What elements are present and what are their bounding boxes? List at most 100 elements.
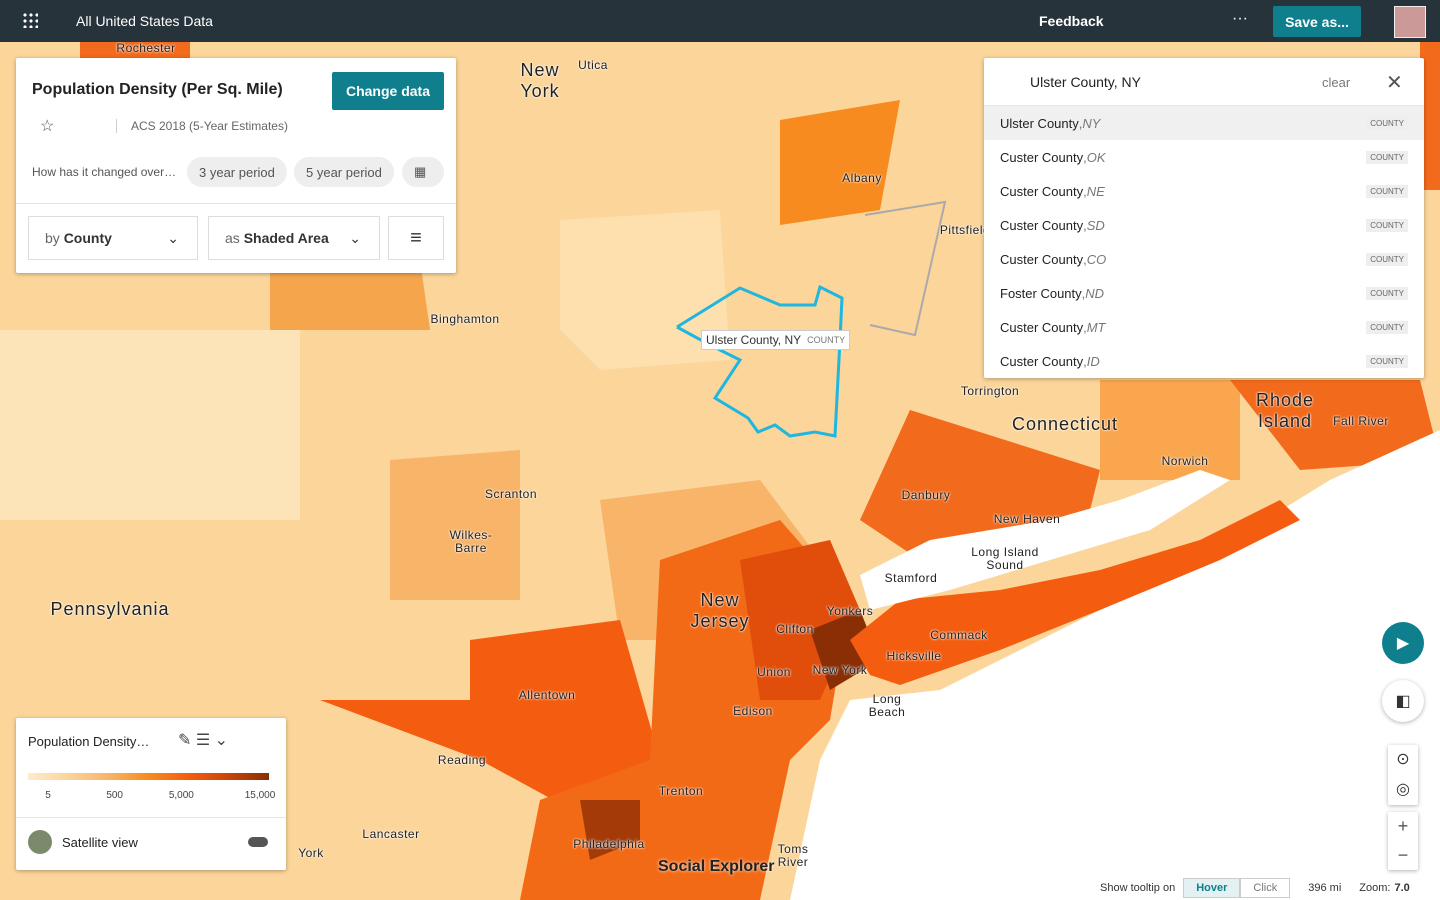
result-type: COUNTY — [1366, 218, 1408, 232]
search-result[interactable]: Ulster County, NY COUNTY — [984, 106, 1424, 140]
search-result[interactable]: Custer County, SD COUNTY — [984, 208, 1424, 242]
map-label: New Jersey — [690, 590, 750, 631]
result-name: Custer County — [1000, 319, 1084, 335]
result-name: Ulster County — [1000, 115, 1079, 131]
search-result[interactable]: Custer County, ID COUNTY — [984, 344, 1424, 378]
map-label: Long Island Sound — [971, 545, 1039, 572]
result-name: Custer County — [1000, 353, 1084, 369]
click-toggle[interactable]: Click — [1240, 878, 1291, 898]
result-type: COUNTY — [1366, 184, 1408, 198]
result-name: Custer County — [1000, 251, 1084, 267]
map-label: Commack — [930, 628, 988, 642]
map-label: Binghamton — [430, 312, 500, 326]
satellite-toggle[interactable] — [248, 837, 268, 847]
tooltip-mode-label: Show tooltip on — [1100, 882, 1176, 894]
map-label: Torrington — [960, 384, 1020, 398]
result-type: COUNTY — [1366, 286, 1408, 300]
legend-panel: Population Density… ✎ ☰ ⌄ 5 500 5,000 15,00… — [16, 718, 286, 870]
search-result[interactable]: Foster County, ND COUNTY — [984, 276, 1424, 310]
legend-ticks: 5 500 5,000 15,000 — [28, 790, 275, 804]
more-icon[interactable]: ··· — [1232, 10, 1248, 27]
save-button[interactable]: Save as... — [1273, 6, 1361, 37]
tooltip-name: Ulster County, NY — [706, 333, 802, 347]
change-data-button[interactable]: Change data — [332, 72, 444, 110]
clear-button[interactable]: clear — [1322, 75, 1351, 90]
map-label: Trenton — [658, 784, 704, 798]
map-label: Albany — [842, 171, 882, 185]
change-prompt: How has it changed over… — [32, 165, 177, 179]
geo-select[interactable]: by County ⌄ — [28, 216, 198, 260]
panel-title: Population Density (Per Sq. Mile) — [32, 81, 283, 98]
result-state: NE — [1086, 183, 1105, 199]
map-label: Philadelphia — [573, 837, 645, 851]
period-chip[interactable]: 3 year period — [187, 157, 287, 187]
legend-tick: 5,000 — [168, 790, 194, 801]
result-name: Foster County — [1000, 285, 1082, 301]
legend-ramp — [28, 773, 269, 780]
result-state: SD — [1086, 217, 1105, 233]
satellite-label: Satellite view — [62, 835, 138, 850]
data-source: ACS 2018 (5-Year Estimates) — [116, 119, 288, 133]
project-title[interactable]: All United States Data — [76, 13, 213, 29]
star-icon[interactable]: ☆ — [40, 118, 55, 135]
viz-select[interactable]: as Shaded Area ⌄ — [208, 216, 380, 260]
result-type: COUNTY — [1366, 320, 1408, 334]
search-result[interactable]: Custer County, CO COUNTY — [984, 242, 1424, 276]
search-result[interactable]: Custer County, OK COUNTY — [984, 140, 1424, 174]
map-label: Pittsfield — [939, 223, 991, 237]
zoom-controls[interactable]: + − — [1388, 812, 1418, 870]
close-button[interactable]: ✕ — [1386, 72, 1403, 94]
legend-tick: 15,000 — [244, 790, 276, 801]
zoom-label: Zoom: — [1359, 882, 1391, 894]
calendar-button[interactable]: ▦ — [402, 157, 444, 187]
map-label: Connecticut — [1011, 414, 1119, 434]
map-label: Long Beach — [868, 692, 906, 719]
search-panel: Ulster County, NY clear ✕ Ulster County,… — [984, 58, 1424, 378]
geo-prefix: by — [45, 230, 60, 246]
map-label: Scranton — [484, 487, 538, 501]
map-label: Fall River — [1333, 414, 1389, 428]
location-tools[interactable]: ⊙ ◎ — [1388, 745, 1418, 805]
zoom-value: 7.0 — [1394, 882, 1410, 894]
result-state: ID — [1086, 353, 1100, 369]
result-type: COUNTY — [1366, 116, 1408, 130]
search-input[interactable]: Ulster County, NY — [1030, 74, 1141, 90]
map-label: Union — [757, 665, 791, 679]
map-label: New York — [812, 663, 868, 677]
map-label: Norwich — [1161, 454, 1209, 468]
result-state: NY — [1082, 115, 1101, 131]
map-label: Toms River — [777, 842, 809, 869]
map-label: York — [298, 846, 324, 860]
legend-tools[interactable]: ✎ ☰ ⌄ — [178, 732, 229, 749]
search-result[interactable]: Custer County, NE COUNTY — [984, 174, 1424, 208]
result-type: COUNTY — [1366, 252, 1408, 266]
map-label: Yonkers — [826, 604, 874, 618]
legend-tick: 5 — [45, 790, 51, 801]
map-label: Stamford — [884, 571, 938, 585]
compare-button[interactable]: ◧ — [1382, 680, 1424, 722]
map-label: Reading — [437, 753, 487, 767]
hover-toggle[interactable]: Hover — [1183, 878, 1241, 898]
result-state: MT — [1086, 319, 1106, 335]
map-label: Rhode Island — [1255, 390, 1315, 431]
avatar[interactable] — [1394, 6, 1426, 38]
apps-icon[interactable] — [22, 12, 38, 28]
result-state: ND — [1085, 285, 1105, 301]
map-tooltip: Ulster County, NY COUNTY — [701, 330, 851, 350]
geo-value: County — [63, 230, 112, 246]
menu-button[interactable]: ≡ — [388, 216, 444, 260]
map-label: New York — [520, 60, 560, 101]
map-label: Clifton — [776, 622, 814, 636]
legend-title: Population Density… — [28, 734, 150, 749]
data-panel: Population Density (Per Sq. Mile) Change… — [16, 58, 456, 273]
search-results: Ulster County, NY COUNTY Custer County, OK… — [984, 105, 1424, 378]
present-button[interactable]: ▶ — [1382, 622, 1424, 664]
viz-prefix: as — [225, 230, 240, 246]
legend-tick: 500 — [106, 790, 123, 801]
search-result[interactable]: Custer County, MT COUNTY — [984, 310, 1424, 344]
period-chip[interactable]: 5 year period — [294, 157, 394, 187]
feedback-link[interactable]: Feedback — [1039, 13, 1104, 29]
